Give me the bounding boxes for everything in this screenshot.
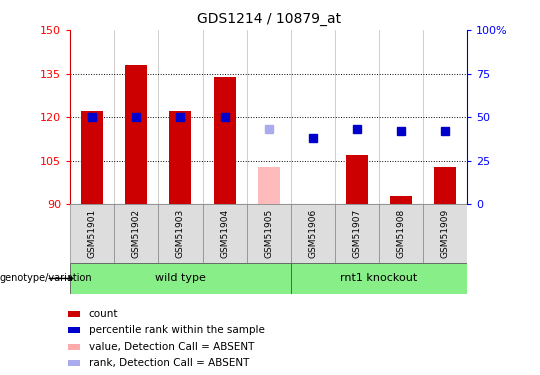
FancyBboxPatch shape <box>291 204 335 262</box>
Text: GSM51905: GSM51905 <box>264 209 273 258</box>
Text: rank, Detection Call = ABSENT: rank, Detection Call = ABSENT <box>89 358 249 368</box>
Text: GSM51907: GSM51907 <box>353 209 361 258</box>
Text: GSM51901: GSM51901 <box>87 209 97 258</box>
FancyBboxPatch shape <box>291 263 467 294</box>
Text: GSM51906: GSM51906 <box>308 209 318 258</box>
Bar <box>390 196 412 204</box>
Bar <box>68 360 80 366</box>
FancyBboxPatch shape <box>379 204 423 262</box>
Title: GDS1214 / 10879_at: GDS1214 / 10879_at <box>197 12 341 26</box>
Bar <box>68 344 80 350</box>
FancyBboxPatch shape <box>335 204 379 262</box>
FancyBboxPatch shape <box>70 204 114 262</box>
FancyBboxPatch shape <box>158 204 202 262</box>
Bar <box>258 166 280 204</box>
Bar <box>81 111 103 204</box>
Text: rnt1 knockout: rnt1 knockout <box>340 273 417 284</box>
Text: percentile rank within the sample: percentile rank within the sample <box>89 325 265 335</box>
Text: genotype/variation: genotype/variation <box>0 273 93 284</box>
Bar <box>125 65 147 204</box>
FancyBboxPatch shape <box>70 263 291 294</box>
Text: wild type: wild type <box>155 273 206 284</box>
FancyBboxPatch shape <box>247 204 291 262</box>
FancyBboxPatch shape <box>202 204 247 262</box>
Bar <box>434 166 456 204</box>
Text: value, Detection Call = ABSENT: value, Detection Call = ABSENT <box>89 342 254 352</box>
FancyBboxPatch shape <box>114 204 158 262</box>
Bar <box>213 76 235 204</box>
Text: GSM51909: GSM51909 <box>441 209 449 258</box>
Text: GSM51908: GSM51908 <box>396 209 406 258</box>
Text: count: count <box>89 309 118 319</box>
Bar <box>68 311 80 317</box>
Text: GSM51904: GSM51904 <box>220 209 229 258</box>
Text: GSM51903: GSM51903 <box>176 209 185 258</box>
Bar <box>170 111 192 204</box>
Bar <box>346 155 368 204</box>
Bar <box>68 327 80 333</box>
Text: GSM51902: GSM51902 <box>132 209 141 258</box>
FancyBboxPatch shape <box>423 204 467 262</box>
